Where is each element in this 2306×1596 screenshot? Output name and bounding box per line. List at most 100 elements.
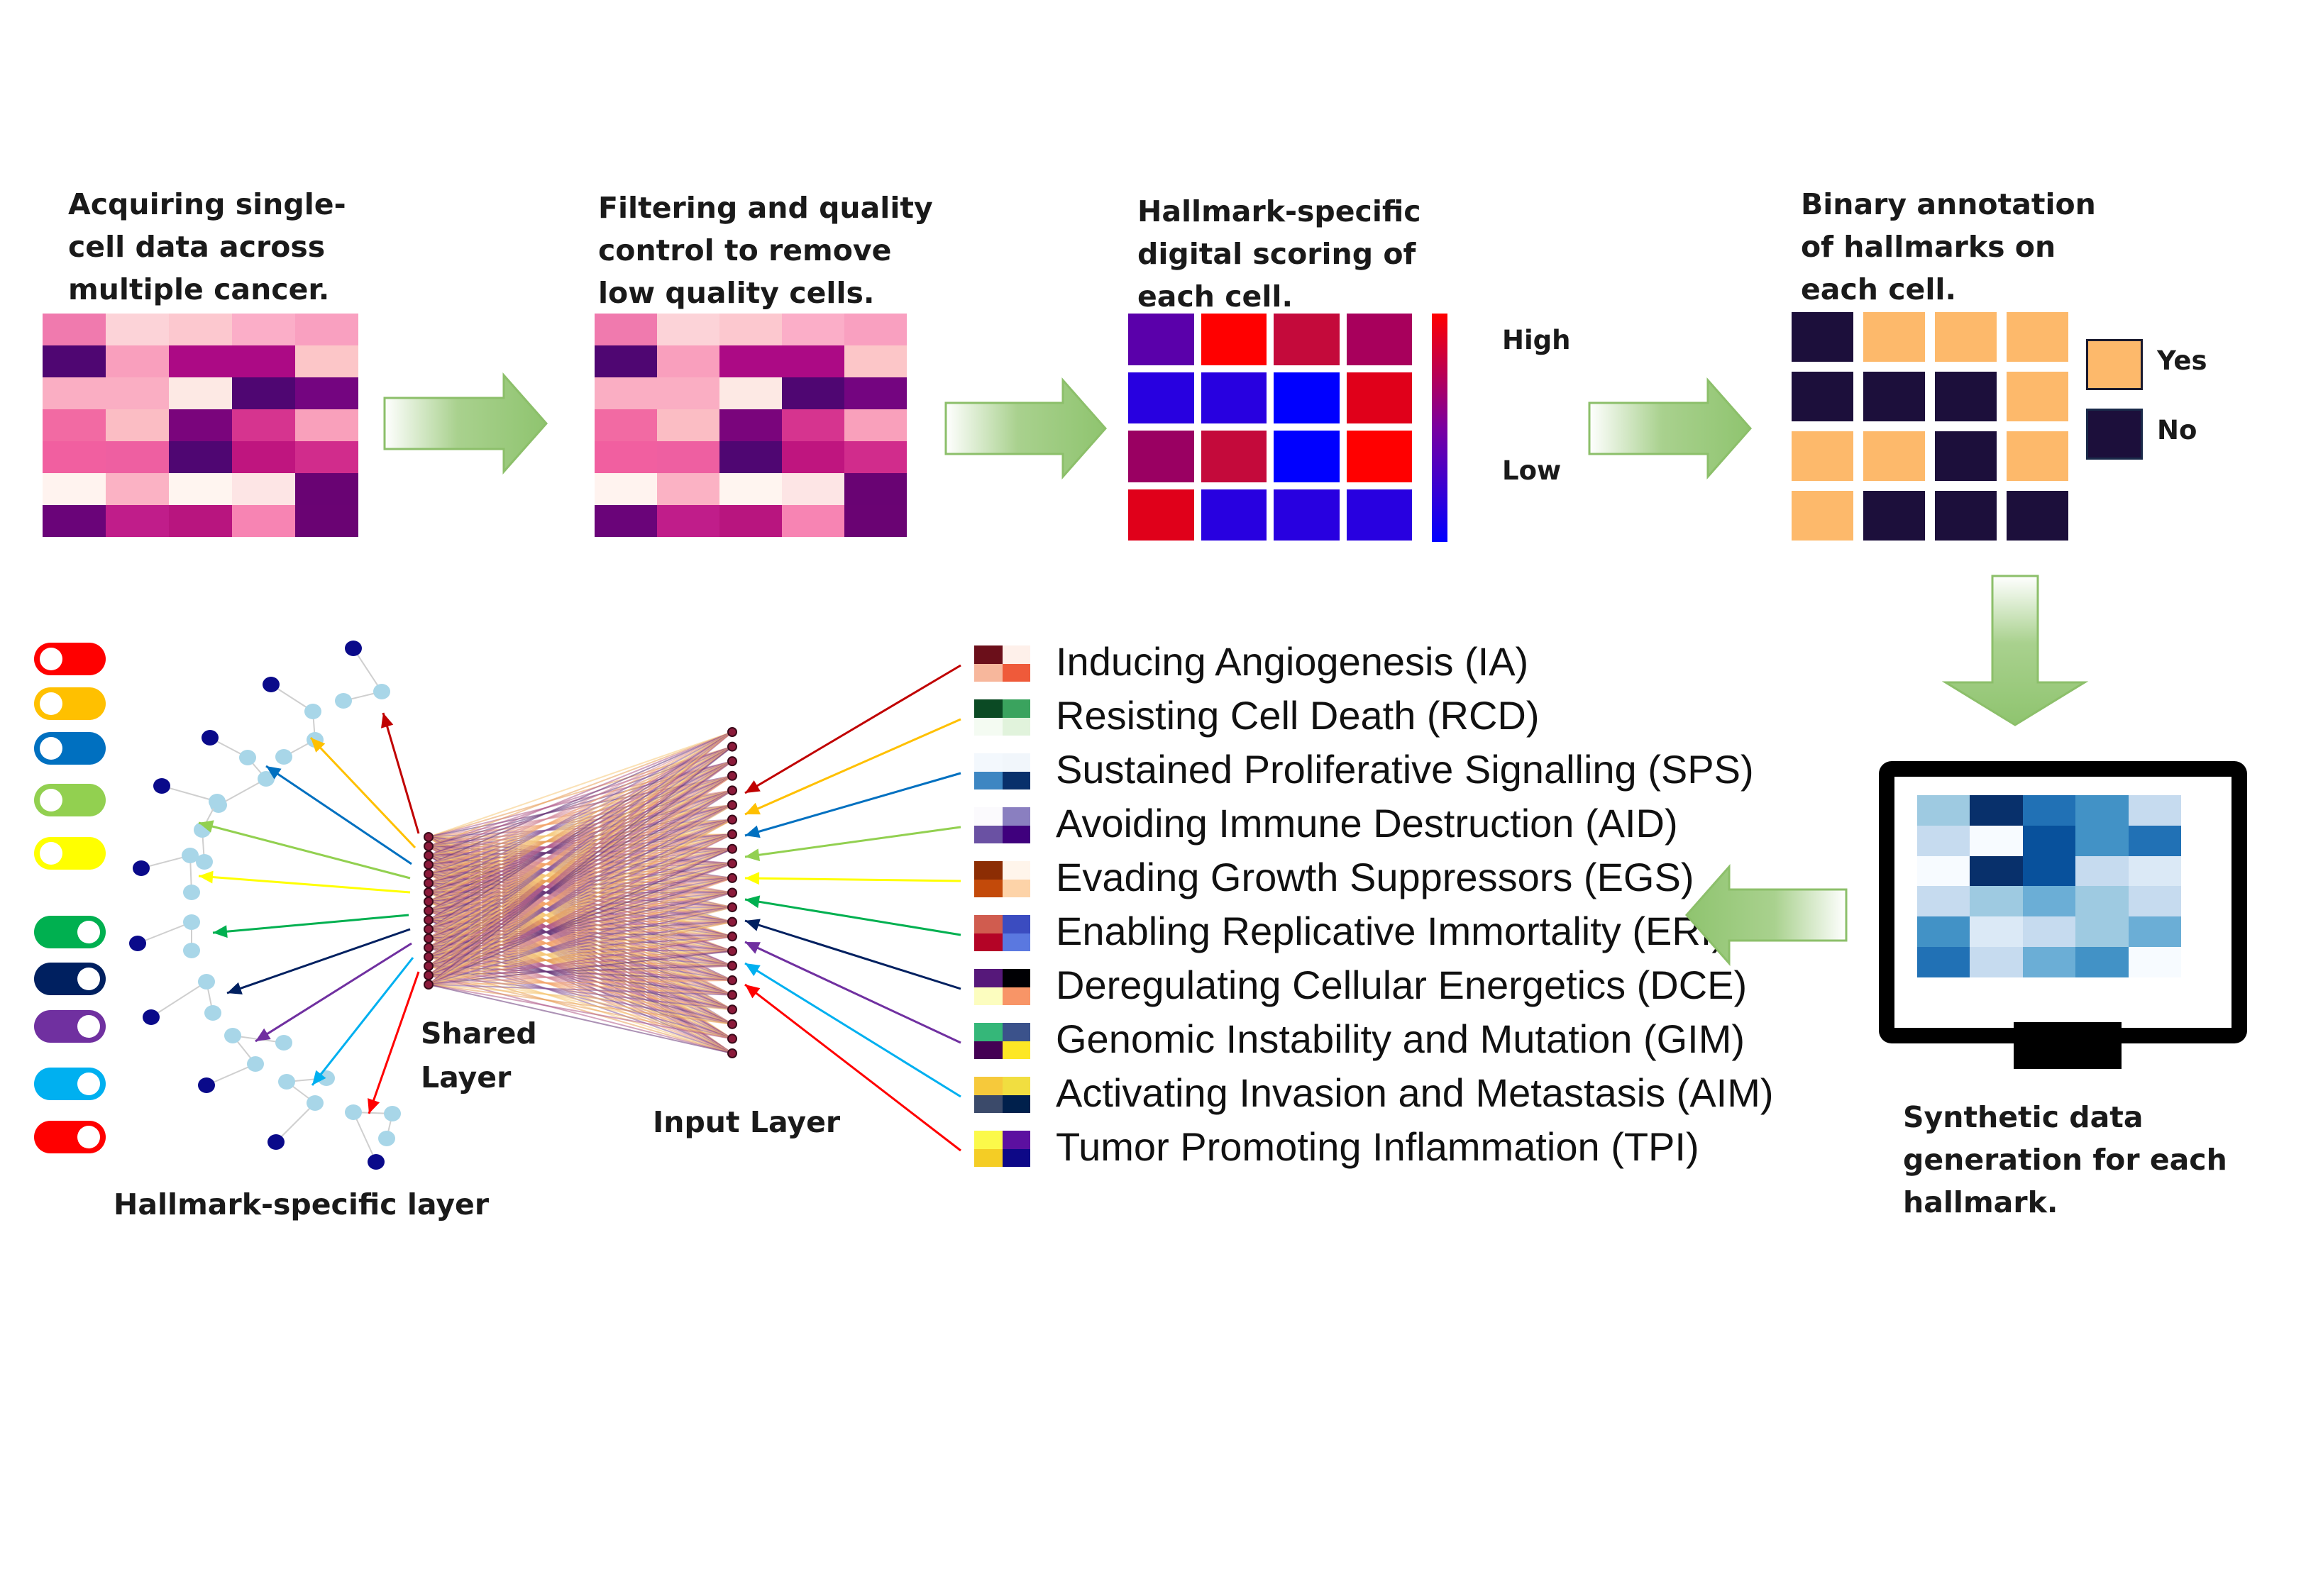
icon-cell: [974, 825, 1003, 843]
hallmark-toggle[interactable]: [34, 732, 106, 765]
heatmap-cell: [782, 377, 844, 409]
heatmap-cell: [782, 505, 844, 537]
icon-cell: [1002, 1023, 1030, 1041]
hallmark-toggle[interactable]: [34, 916, 106, 948]
network-connection: [428, 950, 733, 985]
hallmark-arrow-head: [745, 942, 761, 954]
graph-node-dark: [153, 778, 170, 794]
network-connection: [428, 775, 733, 985]
binary-cell: [1792, 491, 1853, 541]
network-connection: [428, 746, 733, 967]
heatmap-cell: [595, 377, 657, 409]
icon-cell: [1002, 807, 1030, 826]
network-connection: [428, 746, 733, 958]
hallmark-layer-arrow-head: [199, 870, 214, 884]
hallmark-arrow: [744, 664, 961, 794]
network-connection: [428, 746, 733, 985]
heatmap-cell: [295, 473, 358, 505]
hallmark-toggle[interactable]: [34, 784, 106, 816]
heatmap-cell: [169, 409, 232, 441]
graph-edge: [353, 648, 382, 692]
graph-edge: [218, 778, 267, 806]
input-node: [727, 785, 737, 796]
heatmap-cell: [719, 505, 782, 537]
hallmark-layer-arrow: [255, 942, 412, 1043]
hallmark-heatmap-icon: [974, 645, 1030, 682]
synthetic-cell: [1917, 916, 1970, 948]
heatmap-cell: [232, 409, 295, 441]
heatmap-cell: [719, 314, 782, 345]
hallmark-toggle[interactable]: [34, 1121, 106, 1153]
graph-node-light: [345, 1104, 362, 1120]
hallmark-arrow: [744, 877, 961, 882]
icon-cell: [974, 1095, 1003, 1113]
hallmark-toggle[interactable]: [34, 1010, 106, 1043]
hallmark-layer-arrow-head: [368, 1098, 380, 1114]
synthetic-cell: [2128, 825, 2181, 856]
hallmark-layer-arrow-head: [199, 820, 214, 833]
icon-cell: [974, 933, 1003, 951]
hallmark-arrow: [744, 941, 961, 1044]
hallmark-heatmap-icon: [974, 753, 1030, 789]
icon-cell: [1002, 825, 1030, 843]
binary-cell: [2007, 312, 2068, 362]
network-connection: [428, 984, 733, 1054]
hallmark-arrow-head: [745, 802, 761, 815]
network-connection: [428, 746, 733, 976]
heatmap-cell: [595, 345, 657, 377]
input-node: [727, 931, 737, 942]
hallmark-toggle[interactable]: [34, 963, 106, 995]
input-node: [727, 902, 737, 913]
graph-node-dark: [368, 1154, 385, 1170]
synthetic-cell: [2128, 947, 2181, 977]
toggle-knob: [77, 1015, 100, 1038]
label-line: Shared: [421, 1016, 537, 1051]
network-connection: [428, 731, 733, 865]
score-cell: [1201, 489, 1267, 541]
flow-arrow: [1588, 377, 1753, 480]
synthetic-cell: [2075, 855, 2129, 887]
icon-cell: [974, 663, 1003, 682]
hallmark-layer-arrow: [226, 928, 411, 994]
network-connection: [428, 746, 733, 930]
score-cell: [1274, 314, 1340, 365]
icon-cell: [974, 1023, 1003, 1041]
graph-node-light: [384, 1106, 401, 1121]
legend-yes-label: Yes: [2157, 345, 2207, 376]
input-node: [727, 1004, 737, 1015]
toggle-knob: [40, 692, 62, 715]
caption-line: Synthetic data: [1903, 1100, 2144, 1134]
shared-node: [424, 924, 434, 934]
heatmap-cell: [295, 314, 358, 345]
icon-cell: [1002, 717, 1030, 736]
heatmap-cell: [169, 505, 232, 537]
graph-node-dark: [202, 730, 219, 746]
hallmark-toggle[interactable]: [34, 837, 106, 870]
hallmark-label: Enabling Replicative Immortality (ERI): [1056, 909, 1725, 953]
heatmap-cell: [295, 505, 358, 537]
network-connection: [428, 804, 733, 985]
hallmark-label: Deregulating Cellular Energetics (DCE): [1056, 963, 1748, 1007]
heatmap-cell: [169, 314, 232, 345]
hallmark-toggle[interactable]: [34, 1068, 106, 1100]
hallmark-toggle[interactable]: [34, 643, 106, 675]
input-node: [727, 858, 737, 869]
graph-node-light: [183, 914, 200, 930]
network-connection: [428, 731, 733, 930]
network-connection: [428, 819, 733, 985]
hallmark-arrow-head: [745, 848, 761, 862]
network-connection: [428, 980, 733, 985]
icon-cell: [1002, 879, 1030, 897]
score-colorbar: [1432, 314, 1447, 542]
heatmap-cell: [657, 441, 719, 473]
graph-node-light: [275, 749, 292, 765]
caption-filtering: Filtering and quality control to remove …: [598, 187, 933, 314]
icon-cell: [1002, 987, 1030, 1005]
input-node: [727, 799, 737, 810]
hallmark-toggle[interactable]: [34, 687, 106, 720]
score-cell: [1346, 314, 1412, 365]
synthetic-cell: [1970, 886, 2023, 917]
score-grid: [1128, 314, 1412, 541]
icon-cell: [974, 1041, 1003, 1059]
graph-edge: [270, 684, 314, 712]
